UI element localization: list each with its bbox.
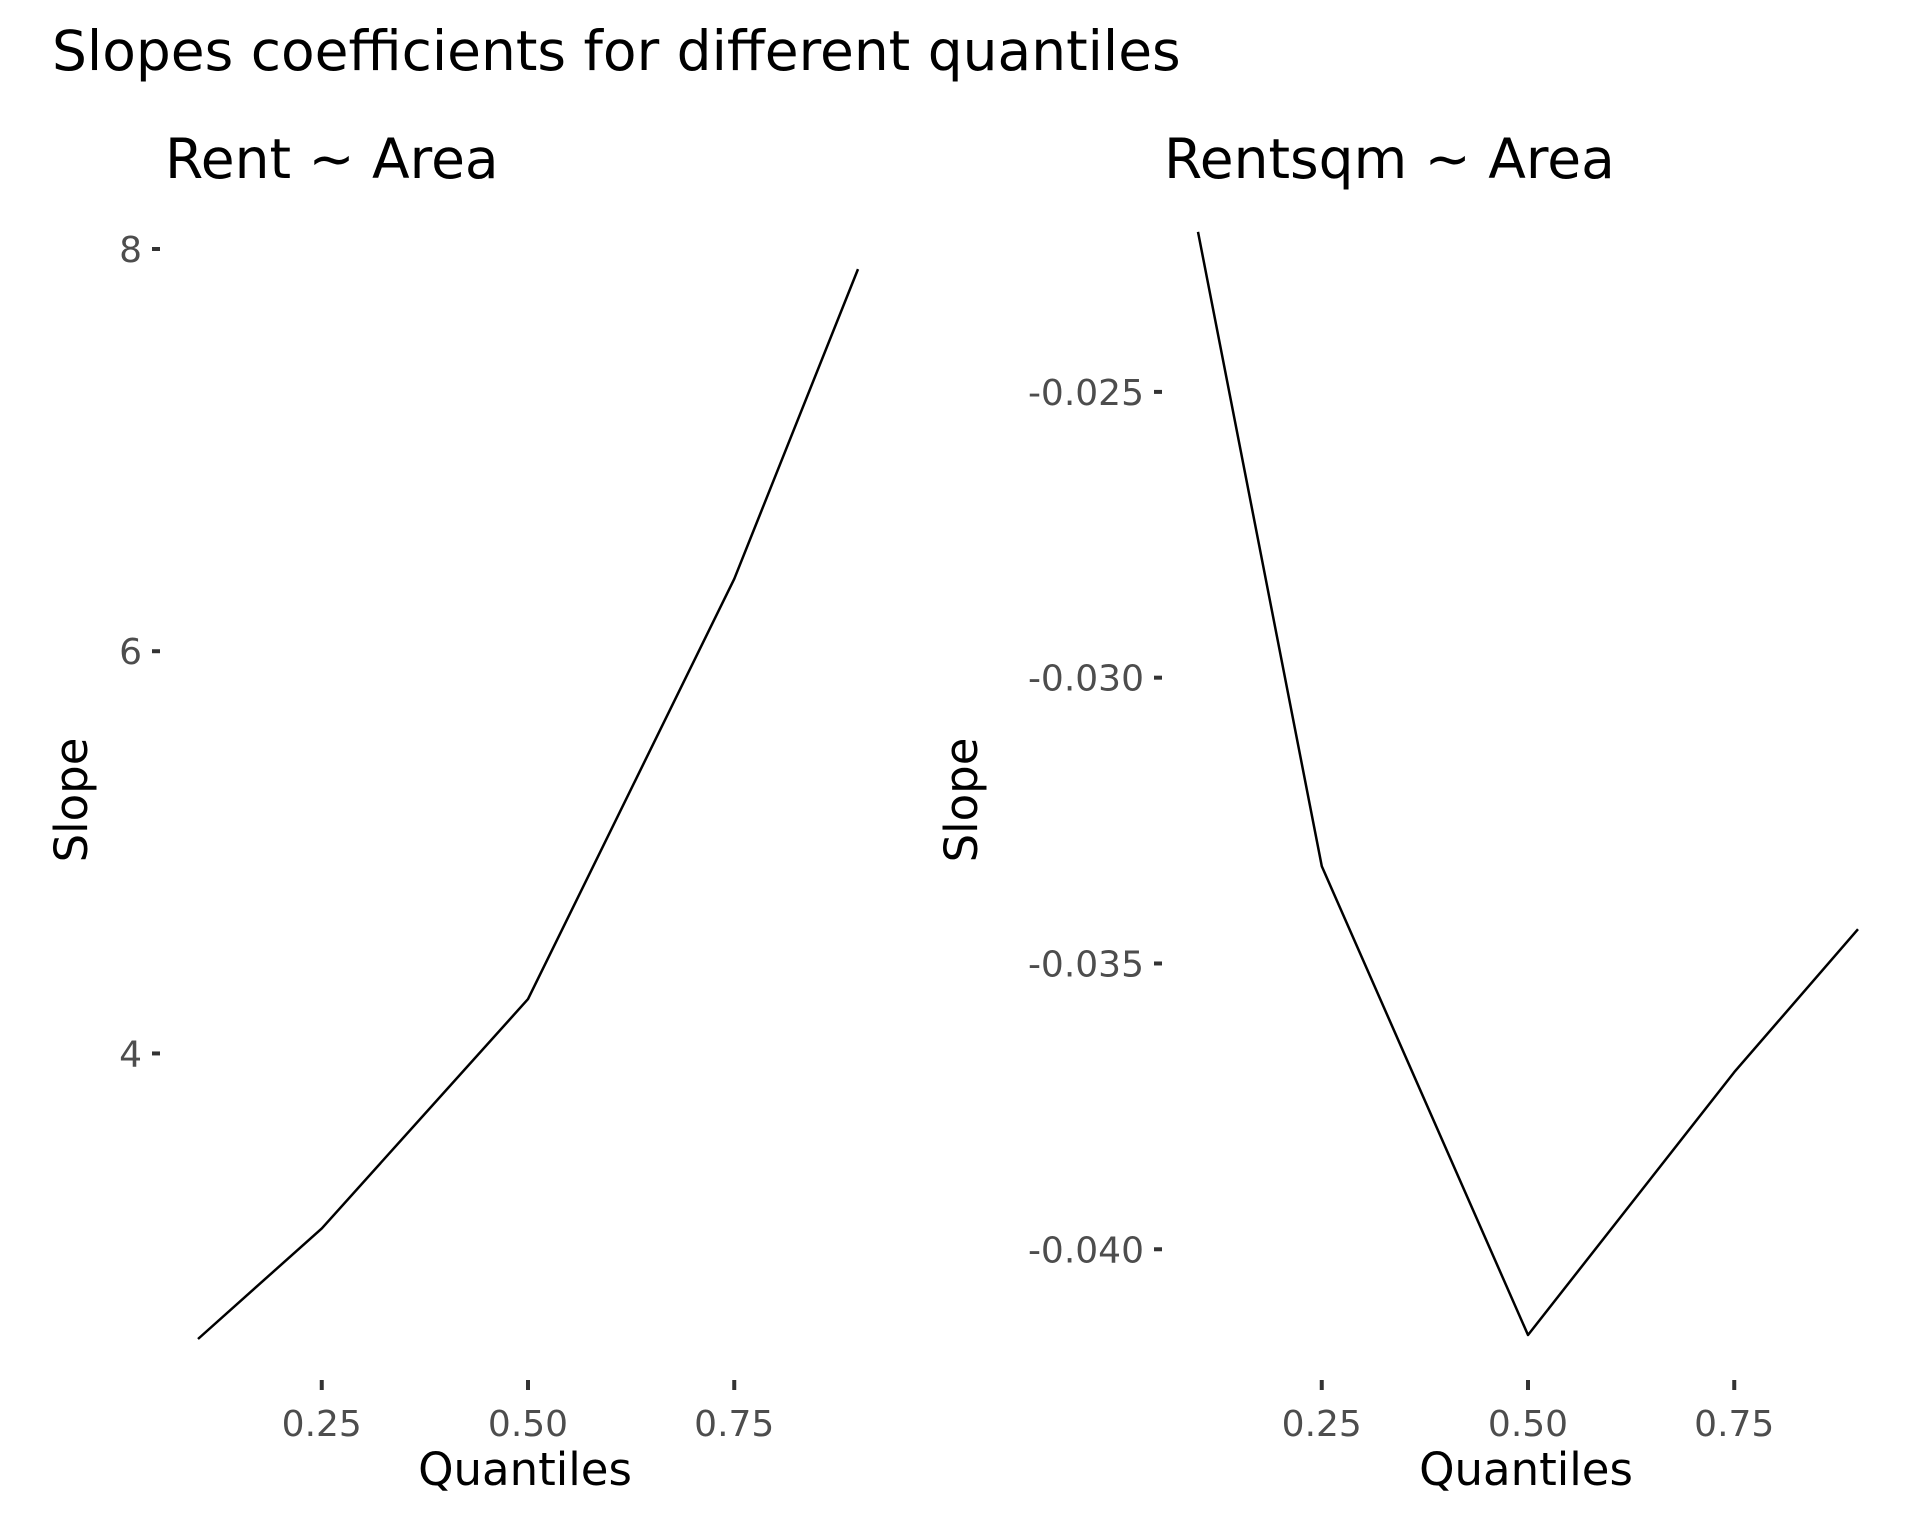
x-tick-label: 0.75 <box>694 1404 774 1445</box>
y-axis-title: Slope <box>935 738 988 863</box>
x-tick-label: 0.25 <box>282 1404 362 1445</box>
x-axis-title: Quantiles <box>418 1443 632 1496</box>
slope-line <box>1196 231 1859 1337</box>
y-axis-title: Slope <box>45 738 98 863</box>
tick-group: 4 6 8 0.25 0.50 0.75 <box>119 230 774 1445</box>
y-tick-label: 4 <box>119 1034 142 1075</box>
x-tick-label: 0.75 <box>1694 1404 1774 1445</box>
y-tick-label: -0.035 <box>1028 944 1144 985</box>
figure-title: Slopes coefficients for different quanti… <box>52 19 1181 83</box>
y-tick-label: -0.030 <box>1028 659 1144 700</box>
x-tick-label: 0.50 <box>1488 1404 1568 1445</box>
slope-line <box>197 268 860 1340</box>
x-tick-label: 0.25 <box>1282 1404 1362 1445</box>
x-axis-title: Quantiles <box>1419 1443 1633 1496</box>
y-tick-label: 6 <box>119 632 142 673</box>
panel-title: Rent ~ Area <box>165 127 499 191</box>
panel-rentsqm-area: Rentsqm ~ Area Quantiles Slope -0.040-0.… <box>935 127 1859 1496</box>
y-tick-label: 8 <box>119 230 142 271</box>
y-tick-label: -0.040 <box>1028 1230 1144 1271</box>
tick-group: -0.040 -0.035 -0.030 -0.025 0.25 0.50 0.75 <box>1028 373 1774 1445</box>
y-tick-label: -0.025 <box>1028 373 1144 414</box>
panel-rent-area: Rent ~ Area Quantiles Slope 4 6 8 0.25 0.50 0… <box>45 127 860 1496</box>
x-tick-label: 0.50 <box>488 1404 568 1445</box>
panel-title: Rentsqm ~ Area <box>1164 127 1615 191</box>
